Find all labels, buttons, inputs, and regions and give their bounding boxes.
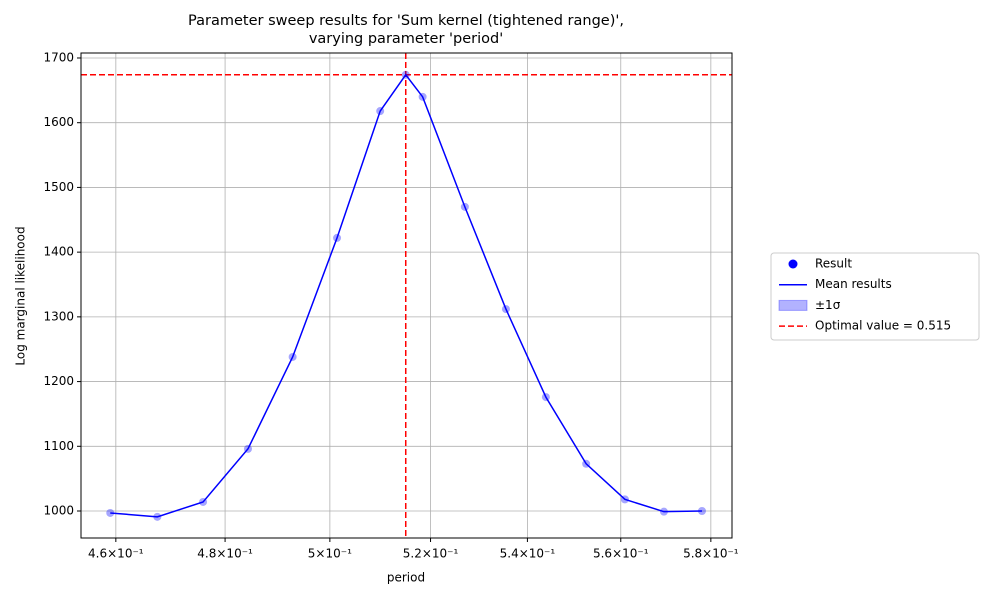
legend-label: Mean results [815, 277, 892, 291]
legend-label: Optimal value = 0.515 [815, 319, 951, 333]
x-axis-label: period [387, 571, 425, 585]
y-tick-label: 1300 [43, 309, 74, 323]
legend-marker [778, 299, 808, 311]
plot-frame [80, 52, 733, 539]
x-tick-label: 4.8×10⁻¹ [197, 547, 253, 561]
x-tick-label: 4.6×10⁻¹ [88, 547, 144, 561]
legend-box [770, 252, 980, 341]
y-tick-label: 1400 [43, 245, 74, 259]
y-axis-label: Log marginal likelihood [14, 226, 28, 365]
mean-line [110, 73, 702, 518]
chart-title: varying parameter 'period' [309, 31, 503, 47]
y-tick-label: 1500 [43, 180, 74, 194]
y-tick-label: 1100 [43, 439, 74, 453]
y-tick-label: 1000 [43, 504, 74, 518]
x-tick-label: 5.6×10⁻¹ [593, 547, 649, 561]
legend-label: ±1σ [815, 298, 841, 312]
x-tick-label: 5.4×10⁻¹ [500, 547, 556, 561]
x-tick-label: 5×10⁻¹ [308, 547, 352, 561]
x-tick-label: 5.2×10⁻¹ [403, 547, 459, 561]
y-tick-label: 1200 [43, 374, 74, 388]
y-tick-label: 1600 [43, 115, 74, 129]
legend-marker [788, 259, 798, 269]
legend-label: Result [815, 257, 852, 271]
y-tick-label: 1700 [43, 50, 74, 64]
x-tick-label: 5.8×10⁻¹ [683, 547, 739, 561]
chart-title: Parameter sweep results for 'Sum kernel … [188, 13, 624, 29]
